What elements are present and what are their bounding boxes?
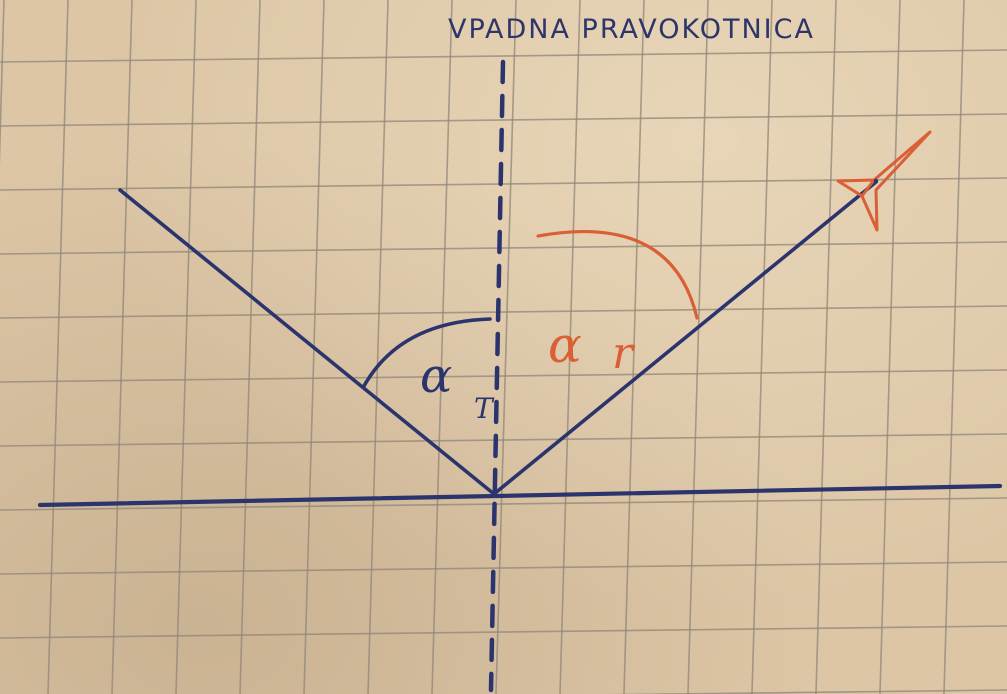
grid-vertical-line bbox=[239, 0, 261, 694]
grid-horizontal-line bbox=[0, 49, 1007, 63]
grid-vertical-line bbox=[175, 0, 197, 694]
normal-line bbox=[488, 59, 506, 693]
incidence-angle-arc bbox=[362, 317, 492, 388]
grid-vertical-line bbox=[431, 0, 453, 694]
grid-vertical-line bbox=[879, 0, 901, 694]
grid-vertical-line bbox=[0, 0, 5, 167]
grid-vertical-line bbox=[47, 0, 69, 694]
incidence-angle-symbol: α bbox=[420, 348, 452, 404]
grid-horizontal-line bbox=[604, 689, 1007, 694]
grid-vertical-line bbox=[111, 0, 133, 694]
reflection-angle-label: α r bbox=[548, 316, 636, 379]
grid-vertical-line bbox=[943, 0, 965, 694]
grid-horizontal-line bbox=[0, 113, 1007, 127]
incidence-angle-subscript: T bbox=[474, 392, 495, 425]
page-title: VPADNA PRAVOKOTNICA bbox=[448, 14, 815, 45]
grid-horizontal-line bbox=[0, 625, 1007, 639]
grid-horizontal-line bbox=[0, 561, 1007, 575]
grid-vertical-line bbox=[559, 0, 581, 694]
grid-horizontal-line bbox=[0, 305, 1007, 319]
reflection-angle-arc bbox=[536, 230, 699, 320]
grid-vertical-line bbox=[623, 0, 645, 694]
grid-horizontal-line bbox=[0, 497, 1007, 511]
grid-vertical-line bbox=[751, 0, 773, 694]
grid-horizontal-line bbox=[0, 433, 1007, 447]
reflection-angle-symbol: α bbox=[548, 316, 582, 374]
reflection-angle-subscript: r bbox=[612, 328, 636, 379]
grid-vertical-line bbox=[495, 0, 517, 694]
incident-ray bbox=[118, 188, 496, 496]
grid-vertical-line bbox=[687, 0, 709, 694]
grid-horizontal-line bbox=[0, 369, 1007, 383]
mirror-line bbox=[37, 483, 1003, 508]
reflected-ray bbox=[492, 180, 878, 496]
incidence-angle-label: α T bbox=[420, 348, 495, 425]
grid-vertical-line bbox=[367, 0, 389, 694]
grid-horizontal-line bbox=[0, 241, 1007, 255]
grid-vertical-line bbox=[815, 0, 837, 694]
eye-icon bbox=[836, 130, 932, 232]
